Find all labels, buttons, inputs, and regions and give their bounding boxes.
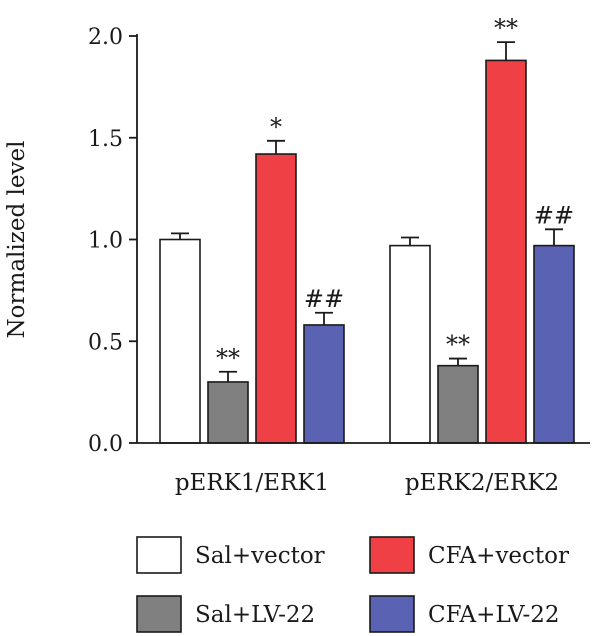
legend-label-3: CFA+vector: [428, 543, 569, 569]
legend-swatch-1: [136, 536, 182, 574]
axes-layer: [129, 34, 590, 444]
y-tick-label-3: 1.0: [88, 229, 123, 254]
significance-label-4-2: ##: [534, 201, 574, 229]
legend-label-4: CFA+LV-22: [428, 602, 560, 628]
y-tick-label-1: 0.0: [88, 432, 123, 457]
bar-2-1: [207, 381, 249, 444]
significance-label-4-1: ##: [304, 285, 344, 313]
y-tick-label-5: 2.0: [88, 25, 123, 50]
category-label-2: pERK2/ERK2: [405, 470, 559, 496]
category-label-1: pERK1/ERK1: [175, 470, 329, 496]
y-axis-label: Normalized level: [4, 141, 30, 339]
bar-1-2: [389, 244, 431, 444]
legend-swatch-3: [369, 536, 415, 574]
legend: Sal+vector Sal+LV-22 CFA+vector CFA+LV-22: [136, 536, 569, 633]
significance-label-3-2: **: [494, 14, 518, 42]
bar-4-1: [303, 324, 345, 444]
bar-4-2: [533, 244, 575, 444]
bar-3-2: [485, 59, 527, 444]
bar-1-1: [159, 238, 201, 444]
significance-label-2-2: **: [446, 331, 470, 359]
y-tick-label-4: 1.5: [88, 127, 123, 152]
legend-label-2: Sal+LV-22: [195, 602, 315, 628]
legend-swatch-4: [369, 595, 415, 633]
y-tick-label-2: 0.5: [88, 330, 123, 355]
significance-label-3-1: *: [270, 113, 282, 141]
bar-2-2: [437, 364, 479, 444]
bars-layer: [159, 41, 575, 444]
legend-swatch-2: [136, 595, 182, 633]
significance-label-2-1: **: [216, 344, 240, 372]
bar-3-1: [255, 153, 297, 444]
legend-label-1: Sal+vector: [195, 543, 325, 569]
